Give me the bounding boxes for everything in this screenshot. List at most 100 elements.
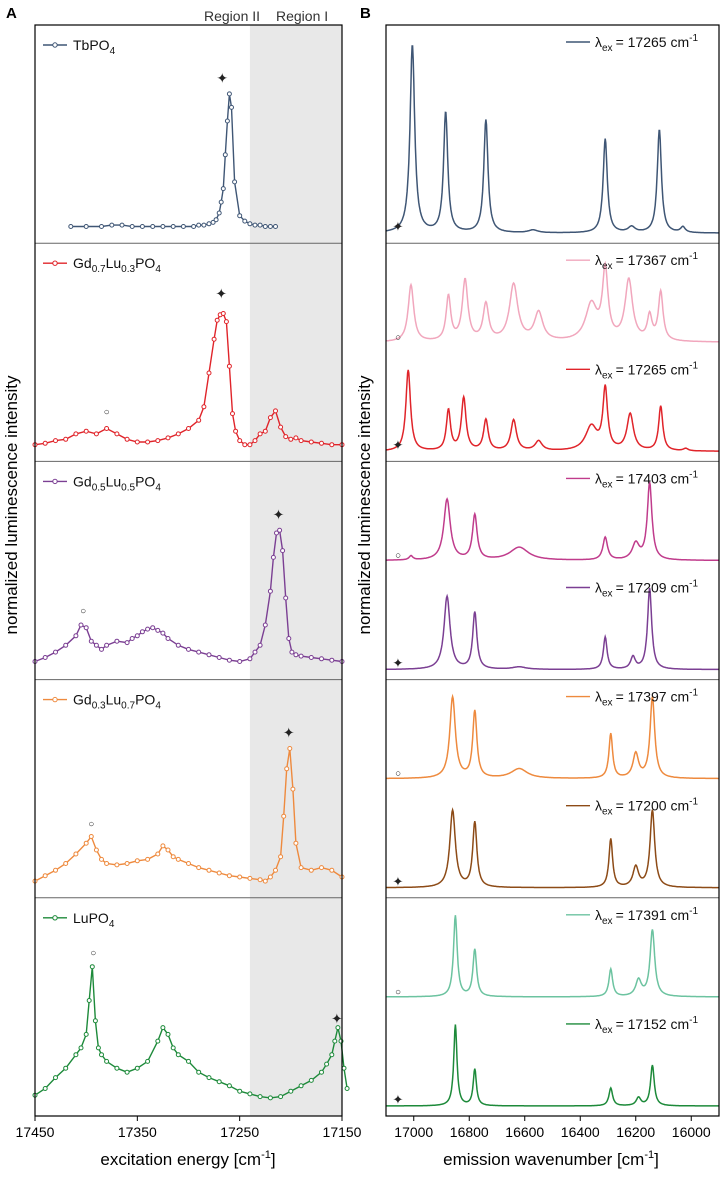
lambda-superscript: -1: [689, 33, 698, 44]
lambda-superscript: -1: [689, 906, 698, 917]
excitation-point: [329, 442, 335, 448]
emission-line-3-1: [386, 807, 719, 889]
excitation-point: [104, 1058, 110, 1064]
excitation-point: [88, 638, 94, 644]
legend-subscript: 4: [155, 482, 161, 493]
lambda-superscript: -1: [689, 797, 698, 808]
excitation-point: [119, 222, 125, 228]
star-marker: ✦: [393, 219, 404, 234]
legend-label-4: LuPO4: [73, 910, 115, 930]
excitation-point: [329, 1052, 335, 1058]
excitation-point: [63, 861, 69, 866]
star-marker: ✦: [283, 725, 295, 741]
star-marker: ✦: [393, 437, 404, 452]
circle-marker: ○: [80, 606, 86, 617]
excitation-point: [175, 431, 181, 437]
emission-tick-label: 16800: [450, 1124, 489, 1140]
emission-panel-4: λex = 17391 cm-1○λex = 17152 cm-1✦: [386, 897, 719, 1107]
excitation-y-axis-label: normalized luminescence intensity: [2, 375, 21, 634]
excitation-point: [99, 1052, 104, 1058]
lambda-symbol: λ: [595, 361, 602, 377]
excitation-point: [104, 861, 110, 866]
excitation-point: [293, 435, 299, 441]
excitation-point: [78, 1045, 84, 1051]
legend-subscript: 4: [109, 919, 115, 930]
excitation-point: [267, 588, 273, 594]
excitation-point: [196, 222, 202, 228]
excitation-point: [335, 1025, 341, 1031]
excitation-point: [124, 861, 130, 866]
lambda-value: = 17152 cm: [616, 1016, 690, 1032]
excitation-point: [78, 622, 84, 628]
lambda-subscript: ex: [602, 807, 613, 818]
legend-text: Lu: [106, 473, 122, 489]
legend-subscript: 0.3: [92, 701, 106, 712]
excitation-point: [201, 404, 207, 410]
excitation-point: [267, 874, 273, 880]
lambda-superscript: -1: [689, 579, 698, 590]
excitation-point: [252, 222, 258, 228]
excitation-point: [216, 210, 222, 216]
excitation-point: [288, 436, 294, 442]
emission-legend-label: λex = 17391 cm-1: [595, 906, 698, 927]
lambda-superscript: -1: [689, 251, 698, 262]
emission-x-axis-label: emission wavenumber [cm-1]: [443, 1149, 659, 1169]
lambda-superscript: -1: [689, 1015, 698, 1026]
excitation-point: [160, 224, 166, 229]
star-marker: ✦: [393, 874, 404, 889]
excitation-point: [180, 224, 186, 229]
excitation-point: [109, 222, 115, 228]
excitation-point: [95, 1045, 101, 1051]
panel-a-label: A: [6, 5, 17, 22]
excitation-point: [63, 1065, 69, 1071]
lambda-value: = 17397 cm: [616, 689, 690, 705]
excitation-point: [53, 438, 58, 444]
excitation-panel-3: ✦ ○ Gd0.3Lu0.7PO4: [32, 679, 345, 884]
excitation-point: [104, 426, 110, 431]
legend-text: LuPO: [73, 910, 109, 926]
panel-b-label: B: [360, 5, 371, 22]
legend-text: PO: [135, 255, 155, 271]
excitation-point: [42, 440, 48, 446]
excitation-point: [270, 554, 276, 560]
emission-line-2-1: [386, 587, 719, 671]
emission-legend-label: λex = 17367 cm-1: [595, 251, 698, 272]
excitation-point: [262, 428, 268, 434]
lambda-value: = 17265 cm: [616, 361, 690, 377]
excitation-point: [155, 438, 161, 444]
legend-marker: [52, 478, 58, 485]
excitation-point: [93, 642, 99, 648]
legend-marker: [52, 42, 58, 48]
excitation-point: [247, 221, 253, 227]
legend-marker: [52, 260, 58, 266]
excitation-point: [278, 1094, 284, 1100]
excitation-point: [42, 655, 48, 660]
excitation-point: [267, 224, 273, 229]
excitation-point: [114, 431, 120, 437]
lambda-subscript: ex: [602, 43, 613, 54]
excitation-point: [319, 656, 324, 662]
excitation-point: [93, 847, 99, 853]
excitation-point: [83, 840, 89, 846]
excitation-tick-label: 17350: [118, 1124, 157, 1140]
excitation-point: [88, 834, 94, 839]
legend-label-1: Gd0.7Lu0.3PO4: [73, 255, 161, 275]
lambda-subscript: ex: [602, 698, 613, 709]
excitation-point: [134, 1065, 140, 1071]
excitation-point: [114, 1065, 120, 1071]
excitation-point: [280, 548, 286, 554]
legend-label-0: TbPO4: [73, 37, 116, 57]
lambda-subscript: ex: [602, 916, 613, 927]
lambda-value: = 17200 cm: [616, 798, 690, 814]
circle-marker: ○: [395, 332, 401, 343]
excitation-point: [226, 657, 232, 663]
excitation-point: [42, 873, 48, 879]
excitation-point: [247, 875, 253, 881]
excitation-point: [160, 630, 166, 636]
legend-subscript: 0.5: [121, 482, 135, 493]
excitation-point: [63, 642, 69, 648]
legend-subscript: 0.7: [121, 701, 135, 712]
star-marker: ✦: [215, 286, 227, 302]
excitation-point: [286, 636, 292, 641]
excitation-point: [288, 1088, 294, 1094]
